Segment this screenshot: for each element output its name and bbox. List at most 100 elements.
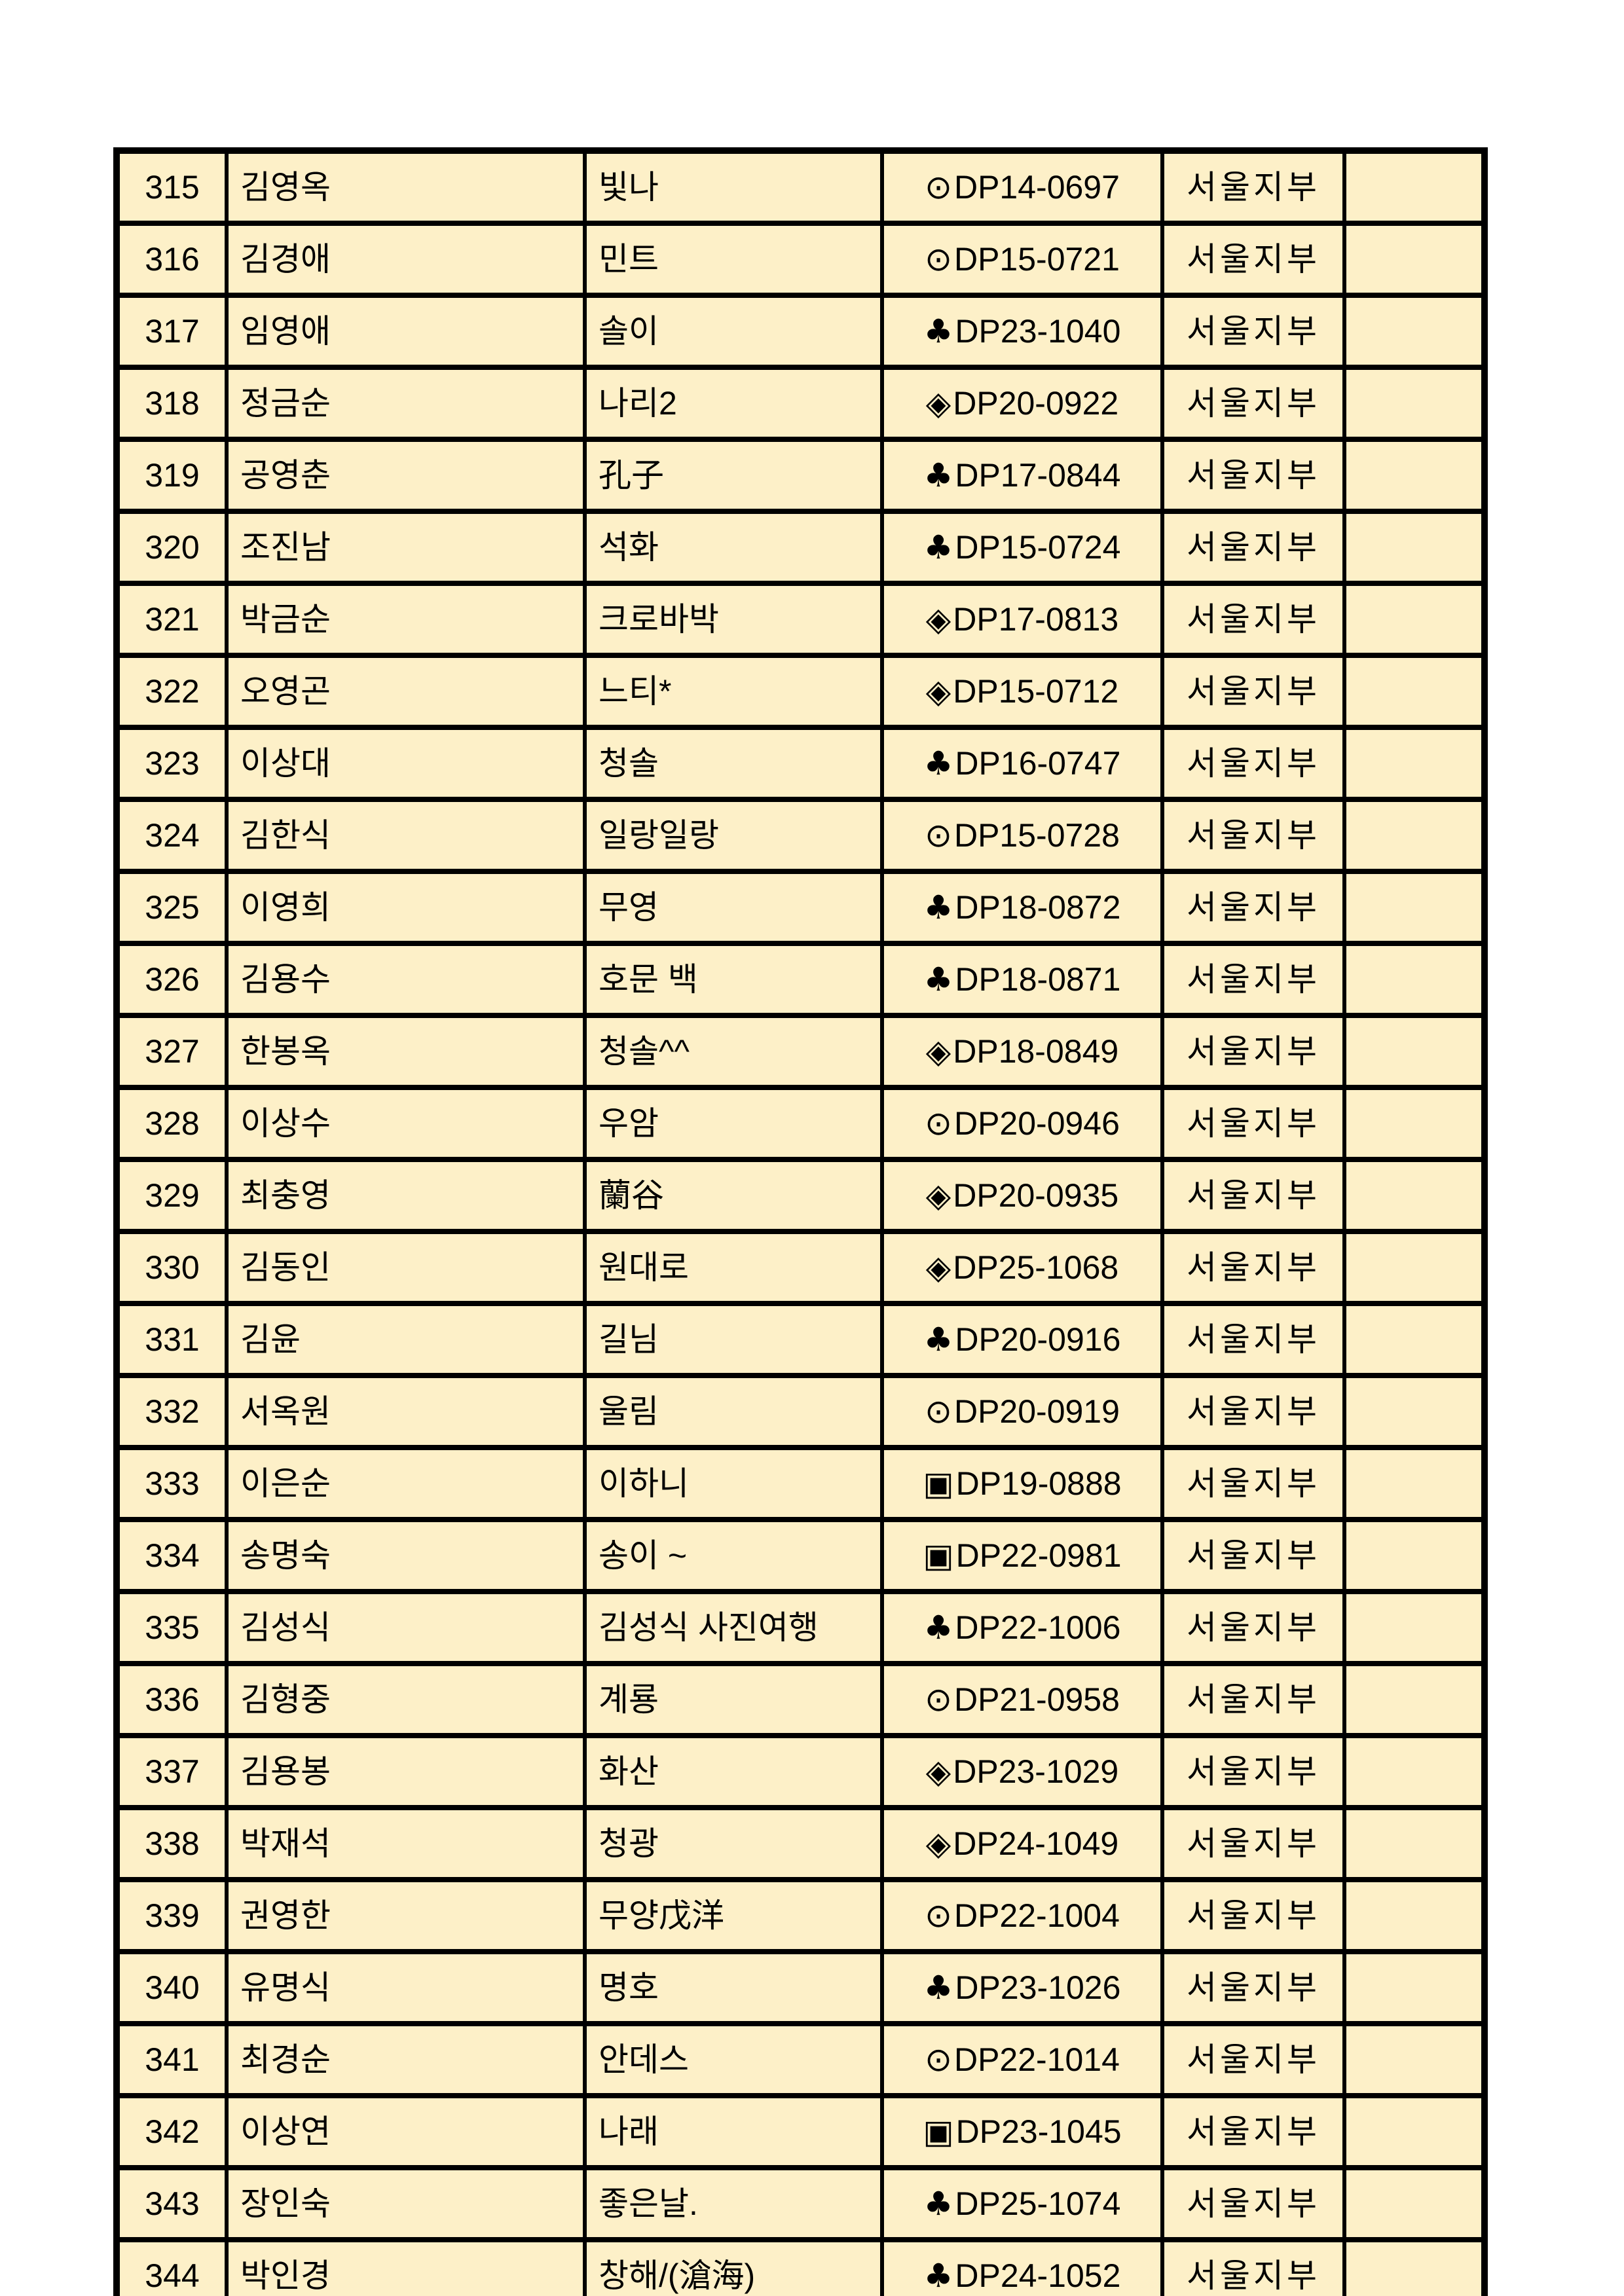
member-nickname-cell: 무양戊洋 [583, 1877, 884, 1954]
member-code-cell: ♣DP24-1052 [880, 2237, 1164, 2296]
member-code-text: DP24-1049 [953, 1825, 1119, 1862]
note-cell [1342, 437, 1486, 514]
member-code-text: DP20-0916 [955, 1321, 1121, 1358]
member-no-cell: 340 [115, 1949, 229, 2026]
table-row: 343 장인숙 좋은날. ♣DP25-1074 서울지부 [115, 2165, 1486, 2242]
member-no-cell: 336 [115, 1661, 229, 1738]
member-branch-cell: 서울지부 [1160, 148, 1346, 226]
circled-dot-icon: ⊙ [925, 1104, 952, 1142]
member-nickname-cell: 이하니 [583, 1445, 884, 1522]
member-code-text: DP20-0946 [953, 1105, 1120, 1142]
club-suit-icon: ♣ [923, 456, 953, 494]
square-in-square-icon: ▣ [923, 1537, 954, 1575]
table-row: 335 김성식 김성식 사진여행 ♣DP22-1006 서울지부 [115, 1589, 1486, 1666]
table-row: 332 서옥원 울림 ⊙DP20-0919 서울지부 [115, 1373, 1486, 1450]
member-code-cell: ♣DP25-1074 [880, 2165, 1164, 2242]
diamond-in-diamond-icon: ◈ [925, 1248, 951, 1286]
member-code-cell: ▣DP19-0888 [880, 1445, 1164, 1522]
member-branch-cell: 서울지부 [1160, 293, 1346, 370]
member-name-cell: 박인경 [225, 2237, 587, 2296]
note-cell [1342, 2021, 1486, 2098]
member-nickname-cell: 청솔^^ [583, 1013, 884, 1090]
club-suit-icon: ♣ [923, 528, 953, 566]
member-branch-cell: 서울지부 [1160, 1085, 1346, 1162]
member-name-cell: 오영곤 [225, 653, 587, 730]
member-code-cell: ◈DP23-1029 [880, 1733, 1164, 1810]
member-branch-cell: 서울지부 [1160, 221, 1346, 298]
member-no-cell: 317 [115, 293, 229, 370]
member-nickname-cell: 석화 [583, 509, 884, 586]
member-code-text: DP18-0871 [955, 961, 1121, 998]
table-row: 344 박인경 창해/(滄海) ♣DP24-1052 서울지부 [115, 2237, 1486, 2296]
member-name-cell: 서옥원 [225, 1373, 587, 1450]
table-row: 328 이상수 우암 ⊙DP20-0946 서울지부 [115, 1085, 1486, 1162]
member-code-text: DP17-0844 [955, 457, 1121, 494]
member-branch-cell: 서울지부 [1160, 437, 1346, 514]
member-code-cell: ◈DP15-0712 [880, 653, 1164, 730]
member-branch-cell: 서울지부 [1160, 1805, 1346, 1882]
member-nickname-cell: 울림 [583, 1373, 884, 1450]
member-no-cell: 344 [115, 2237, 229, 2296]
member-no-cell: 326 [115, 941, 229, 1018]
note-cell [1342, 2165, 1486, 2242]
member-code-text: DP22-1014 [953, 2041, 1120, 2078]
member-code-cell: ▣DP22-0981 [880, 1517, 1164, 1594]
member-branch-cell: 서울지부 [1160, 1301, 1346, 1378]
member-no-cell: 335 [115, 1589, 229, 1666]
note-cell [1342, 1157, 1486, 1234]
member-code-text: DP22-0981 [955, 1537, 1122, 1574]
table-row: 326 김용수 호문 백 ♣DP18-0871 서울지부 [115, 941, 1486, 1018]
member-nickname-cell: 蘭谷 [583, 1157, 884, 1234]
member-nickname-cell: 나래 [583, 2093, 884, 2170]
member-name-cell: 장인숙 [225, 2165, 587, 2242]
member-branch-cell: 서울지부 [1160, 1733, 1346, 1810]
member-code-cell: ♣DP23-1026 [880, 1949, 1164, 2026]
member-branch-cell: 서울지부 [1160, 2093, 1346, 2170]
member-nickname-cell: 화산 [583, 1733, 884, 1810]
member-nickname-cell: 무영 [583, 869, 884, 946]
member-code-cell: ⊙DP22-1014 [880, 2021, 1164, 2098]
member-name-cell: 김용수 [225, 941, 587, 1018]
member-code-text: DP15-0721 [953, 241, 1120, 278]
member-branch-cell: 서울지부 [1160, 1589, 1346, 1666]
member-branch-cell: 서울지부 [1160, 1445, 1346, 1522]
table-row: 322 오영곤 느티* ◈DP15-0712 서울지부 [115, 653, 1486, 730]
member-no-cell: 332 [115, 1373, 229, 1450]
member-code-cell: ◈DP20-0935 [880, 1157, 1164, 1234]
member-name-cell: 이상연 [225, 2093, 587, 2170]
table-row: 316 김경애 민트 ⊙DP15-0721 서울지부 [115, 221, 1486, 298]
member-nickname-cell: 길님 [583, 1301, 884, 1378]
member-name-cell: 김동인 [225, 1229, 587, 1306]
table-row: 339 권영한 무양戊洋 ⊙DP22-1004 서울지부 [115, 1877, 1486, 1954]
member-name-cell: 김한식 [225, 797, 587, 874]
square-in-square-icon: ▣ [923, 2113, 954, 2151]
member-code-cell: ♣DP22-1006 [880, 1589, 1164, 1666]
member-no-cell: 324 [115, 797, 229, 874]
note-cell [1342, 1949, 1486, 2026]
club-suit-icon: ♣ [923, 2257, 953, 2295]
circled-dot-icon: ⊙ [925, 816, 952, 854]
member-branch-cell: 서울지부 [1160, 797, 1346, 874]
note-cell [1342, 1085, 1486, 1162]
member-name-cell: 이상대 [225, 725, 587, 802]
member-code-text: DP24-1052 [955, 2257, 1121, 2294]
member-no-cell: 331 [115, 1301, 229, 1378]
table-row: 327 한봉옥 청솔^^ ◈DP18-0849 서울지부 [115, 1013, 1486, 1090]
member-branch-cell: 서울지부 [1160, 365, 1346, 442]
member-code-text: DP14-0697 [953, 169, 1120, 206]
member-no-cell: 330 [115, 1229, 229, 1306]
member-no-cell: 318 [115, 365, 229, 442]
club-suit-icon: ♣ [923, 888, 953, 926]
member-nickname-cell: 나리2 [583, 365, 884, 442]
member-name-cell: 정금순 [225, 365, 587, 442]
note-cell [1342, 1517, 1486, 1594]
member-name-cell: 김경애 [225, 221, 587, 298]
member-code-text: DP25-1068 [953, 1249, 1119, 1286]
member-no-cell: 321 [115, 581, 229, 658]
member-code-cell: ♣DP16-0747 [880, 725, 1164, 802]
member-code-text: DP19-0888 [955, 1465, 1122, 1502]
member-code-cell: ◈DP25-1068 [880, 1229, 1164, 1306]
member-name-cell: 유명식 [225, 1949, 587, 2026]
member-name-cell: 송명숙 [225, 1517, 587, 1594]
note-cell [1342, 1373, 1486, 1450]
